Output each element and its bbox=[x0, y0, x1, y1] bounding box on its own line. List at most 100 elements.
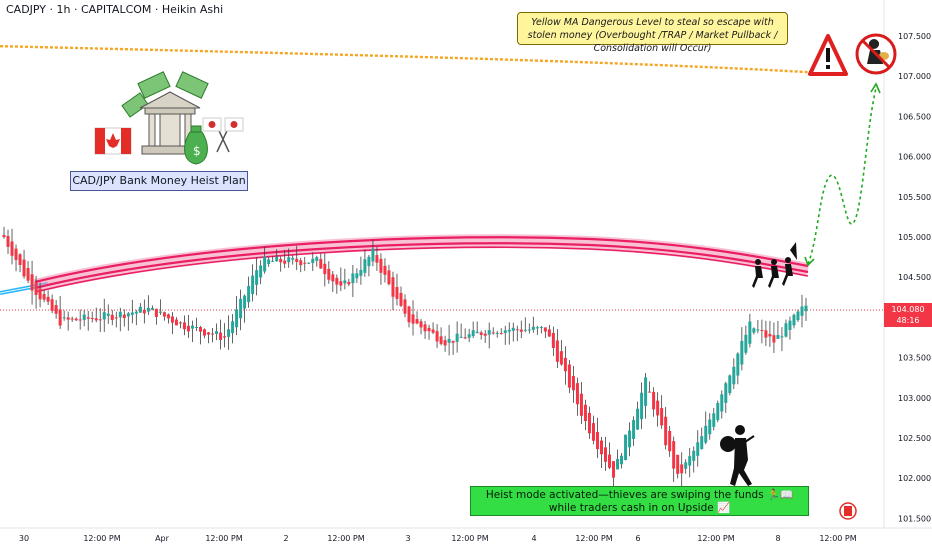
candle-body bbox=[154, 308, 158, 317]
time-tick-label: 12:00 PM bbox=[697, 534, 734, 543]
candle-body bbox=[14, 248, 18, 260]
candle-body bbox=[375, 255, 379, 263]
candle-body bbox=[307, 262, 311, 264]
candle-body bbox=[62, 317, 66, 319]
candle-body bbox=[114, 317, 118, 319]
candle-body bbox=[355, 273, 359, 279]
candle-body bbox=[227, 329, 231, 337]
time-axis[interactable]: 30 12:00 PM Apr 12:00 PM 2 12:00 PM 3 12:00 PM 4… bbox=[19, 534, 857, 543]
warning-note: Yellow MA Dangerous Level to steal so es… bbox=[517, 12, 788, 54]
candle-body bbox=[186, 325, 190, 332]
candle-body bbox=[26, 268, 30, 281]
candle-body bbox=[279, 258, 283, 263]
candle-body bbox=[696, 442, 700, 456]
candle-body bbox=[680, 464, 684, 474]
candle-body bbox=[34, 282, 38, 295]
candle-body bbox=[688, 456, 692, 466]
heist-banner: Heist mode activated—thieves are swiping… bbox=[470, 486, 809, 516]
candle-body bbox=[423, 324, 427, 332]
candle-body bbox=[291, 257, 295, 260]
candle-body bbox=[190, 325, 194, 329]
candles[interactable] bbox=[2, 226, 808, 489]
candle-body bbox=[447, 338, 451, 343]
candle-body bbox=[559, 351, 563, 365]
candle-body bbox=[339, 281, 343, 286]
candle-body bbox=[784, 323, 788, 337]
candle-body bbox=[110, 314, 114, 320]
candle-body bbox=[563, 357, 567, 372]
candle-body bbox=[166, 314, 170, 319]
candle-body bbox=[527, 329, 531, 331]
candle-body bbox=[22, 259, 26, 277]
candle-body bbox=[728, 375, 732, 394]
candle-body bbox=[587, 412, 591, 434]
candle-body bbox=[10, 241, 14, 256]
canada-flag-small-icon[interactable] bbox=[839, 502, 857, 520]
candle-body bbox=[6, 236, 10, 247]
candle-body bbox=[451, 340, 455, 343]
time-tick-label: 12:00 PM bbox=[327, 534, 364, 543]
candle-body bbox=[146, 307, 150, 312]
candle-body bbox=[676, 454, 680, 474]
candle-body bbox=[788, 320, 792, 330]
candle-body bbox=[130, 312, 134, 315]
entry-arrow-head bbox=[804, 256, 815, 267]
time-tick-label: 12:00 PM bbox=[205, 534, 242, 543]
candle-body bbox=[90, 317, 94, 319]
candle-body bbox=[443, 340, 447, 346]
candle-body bbox=[652, 391, 656, 410]
candle-body bbox=[98, 319, 102, 321]
candle-body bbox=[712, 413, 716, 427]
candle-body bbox=[138, 306, 142, 313]
candle-body bbox=[335, 277, 339, 285]
price-tick-label: 102.500 bbox=[898, 434, 931, 443]
time-tick-label: 12:00 PM bbox=[575, 534, 612, 543]
candle-body bbox=[58, 309, 62, 326]
candle-body bbox=[467, 334, 471, 338]
bank-money-icon bbox=[121, 71, 209, 155]
price-tick-label: 106.000 bbox=[898, 153, 931, 162]
candle-body bbox=[271, 260, 275, 262]
candle-body bbox=[170, 316, 174, 323]
candle-body bbox=[780, 336, 784, 338]
candle-body bbox=[347, 281, 351, 285]
time-tick-label: 3 bbox=[405, 534, 410, 543]
candle-body bbox=[760, 329, 764, 331]
candle-body bbox=[106, 313, 110, 316]
candle-body bbox=[595, 431, 599, 450]
candle-body bbox=[207, 332, 211, 335]
candle-body bbox=[66, 317, 70, 320]
candle-body bbox=[259, 265, 263, 278]
candle-body bbox=[46, 296, 50, 302]
candle-body bbox=[283, 260, 287, 264]
candle-body bbox=[519, 329, 523, 332]
candle-body bbox=[247, 286, 251, 303]
candle-body bbox=[772, 335, 776, 343]
candle-body bbox=[287, 257, 291, 263]
candle-body bbox=[78, 319, 82, 321]
price-tick-label: 105.500 bbox=[898, 193, 931, 202]
candle-body bbox=[331, 274, 335, 282]
candle-body bbox=[319, 259, 323, 269]
candle-body bbox=[435, 331, 439, 342]
candle-body bbox=[515, 329, 519, 331]
candle-body bbox=[327, 268, 331, 280]
candle-body bbox=[608, 454, 612, 468]
candle-body bbox=[632, 420, 636, 439]
candle-body bbox=[495, 332, 499, 334]
candle-body bbox=[744, 334, 748, 353]
candle-body bbox=[379, 258, 383, 273]
candle-body bbox=[263, 256, 267, 272]
red-ma-line-a bbox=[34, 236, 809, 284]
candle-body bbox=[18, 254, 22, 265]
candle-body bbox=[800, 306, 804, 316]
candle-body bbox=[223, 336, 227, 338]
candle-body bbox=[668, 430, 672, 452]
candle-body bbox=[203, 329, 206, 336]
time-tick-label: 12:00 PM bbox=[819, 534, 856, 543]
candle-body bbox=[102, 312, 106, 320]
price-axis[interactable]: 107.500 107.000 106.500 106.000 105.500 105.0… bbox=[898, 32, 931, 523]
candle-body bbox=[523, 329, 527, 331]
candle-body bbox=[555, 340, 559, 362]
